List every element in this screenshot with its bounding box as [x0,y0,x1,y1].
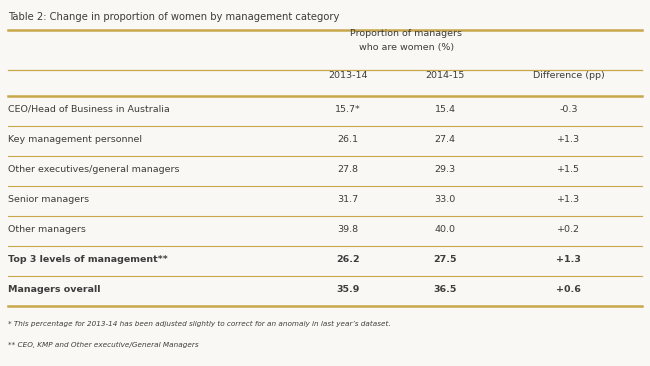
Text: 26.1: 26.1 [337,135,358,144]
Text: 26.2: 26.2 [336,255,359,264]
Text: +1.5: +1.5 [557,165,580,174]
Text: 2014-15: 2014-15 [426,71,465,80]
Text: +1.3: +1.3 [557,195,580,204]
Text: Difference (pp): Difference (pp) [533,71,604,80]
Text: Other executives/general managers: Other executives/general managers [8,165,179,174]
Text: 27.8: 27.8 [337,165,358,174]
Text: 36.5: 36.5 [434,285,457,294]
Text: 31.7: 31.7 [337,195,358,204]
Text: +1.3: +1.3 [556,255,581,264]
Text: +1.3: +1.3 [557,135,580,144]
Text: Top 3 levels of management**: Top 3 levels of management** [8,255,168,264]
Text: Other managers: Other managers [8,225,86,234]
Text: ** CEO, KMP and Other executive/General Managers: ** CEO, KMP and Other executive/General … [8,341,198,348]
Text: Managers overall: Managers overall [8,285,100,294]
Text: who are women (%): who are women (%) [359,43,454,52]
Text: 15.4: 15.4 [435,105,456,114]
Text: 2013-14: 2013-14 [328,71,367,80]
Text: Key management personnel: Key management personnel [8,135,142,144]
Text: 27.5: 27.5 [434,255,457,264]
Text: 40.0: 40.0 [435,225,456,234]
Text: +0.6: +0.6 [556,285,581,294]
Text: Table 2: Change in proportion of women by management category: Table 2: Change in proportion of women b… [8,12,339,22]
Text: 15.7*: 15.7* [335,105,361,114]
Text: 33.0: 33.0 [435,195,456,204]
Text: Proportion of managers: Proportion of managers [350,29,462,38]
Text: 29.3: 29.3 [435,165,456,174]
Text: CEO/Head of Business in Australia: CEO/Head of Business in Australia [8,105,170,114]
Text: -0.3: -0.3 [560,105,578,114]
Text: * This percentage for 2013-14 has been adjusted slightly to correct for an anoma: * This percentage for 2013-14 has been a… [8,321,391,328]
Text: Senior managers: Senior managers [8,195,89,204]
Text: +0.2: +0.2 [557,225,580,234]
Text: 35.9: 35.9 [336,285,359,294]
Text: 27.4: 27.4 [435,135,456,144]
Text: 39.8: 39.8 [337,225,358,234]
